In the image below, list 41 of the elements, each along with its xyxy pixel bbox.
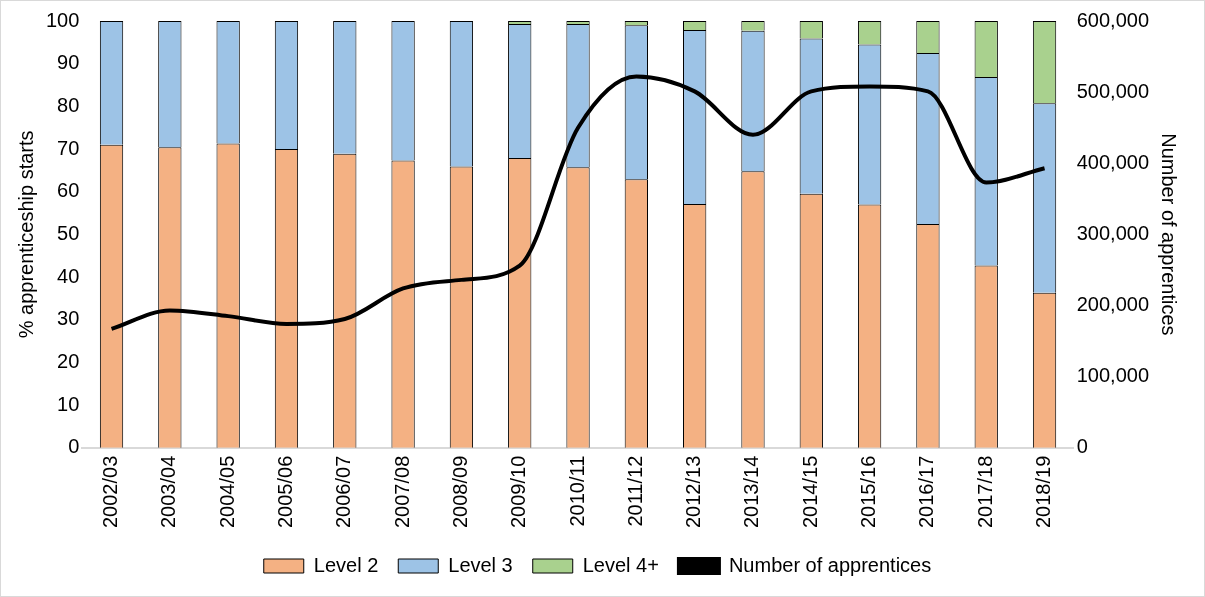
x-tick-label: 2017/18 — [973, 455, 996, 528]
y-axis-title: % apprenticeship starts — [14, 130, 37, 339]
y-tick-label: 60 — [57, 179, 80, 202]
legend-label: Level 3 — [448, 553, 513, 576]
y2-tick-label: 500,000 — [1076, 79, 1149, 102]
y-tick-label: 50 — [57, 221, 80, 244]
y-tick-label: 70 — [57, 136, 80, 159]
x-tick-label: 2005/06 — [273, 455, 296, 528]
x-tick-label: 2003/04 — [157, 455, 180, 528]
y-tick-label: 100 — [45, 8, 80, 31]
x-tick-label: 2015/16 — [857, 455, 880, 528]
x-tick-label: 2007/08 — [390, 455, 413, 528]
y2-axis-title: Number of apprentices — [1158, 133, 1181, 336]
legend-label: Level 4+ — [582, 553, 659, 576]
y2-tick-label: 200,000 — [1076, 292, 1149, 315]
x-tick-label: 2010/11 — [565, 455, 588, 527]
y-tick-label: 30 — [57, 307, 80, 330]
y-tick-label: 90 — [57, 51, 80, 74]
legend-label: Number of apprentices — [728, 553, 932, 576]
y-tick-label: 20 — [57, 349, 80, 372]
y2-tick-label: 300,000 — [1076, 221, 1149, 244]
x-tick-label: 2016/17 — [915, 455, 938, 528]
x-tick-label: 2012/13 — [682, 455, 705, 528]
legend-label: Level 2 — [313, 553, 379, 576]
x-tick-label: 2011/12 — [623, 455, 646, 527]
x-tick-label: 2004/05 — [215, 455, 238, 528]
x-tick-label: 2018/19 — [1032, 455, 1055, 528]
x-tick-label: 2013/14 — [740, 455, 763, 528]
y2-tick-label: 0 — [1076, 435, 1088, 458]
x-tick-label: 2002/03 — [99, 455, 122, 528]
x-tick-label: 2008/09 — [448, 455, 471, 528]
y-tick-label: 0 — [68, 435, 80, 458]
x-tick-label: 2009/10 — [507, 455, 530, 528]
y-tick-label: 10 — [57, 392, 80, 415]
y2-tick-label: 600,000 — [1076, 8, 1149, 31]
x-tick-label: 2014/15 — [798, 455, 821, 528]
y-tick-label: 40 — [57, 264, 80, 287]
y-tick-label: 80 — [57, 93, 80, 116]
x-tick-label: 2006/07 — [332, 455, 355, 528]
y2-tick-label: 400,000 — [1076, 150, 1149, 173]
y2-tick-label: 100,000 — [1076, 364, 1149, 387]
